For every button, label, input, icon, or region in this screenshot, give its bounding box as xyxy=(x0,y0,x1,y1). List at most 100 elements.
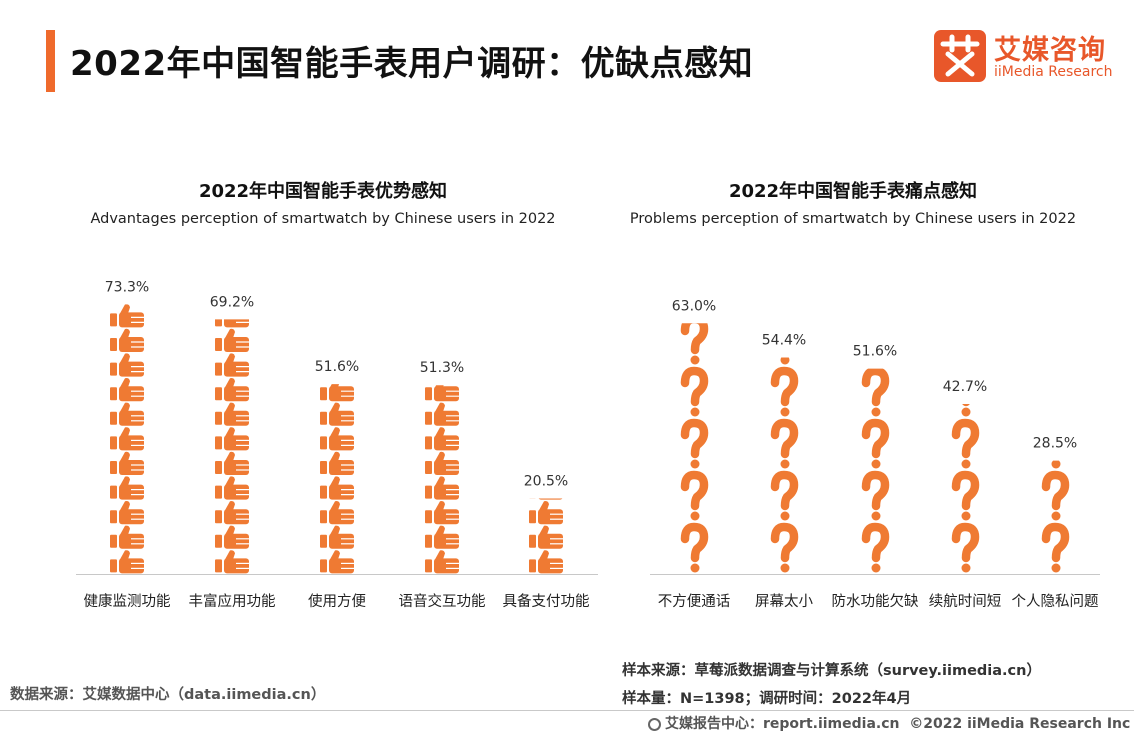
globe-icon xyxy=(648,718,661,731)
thumbs-up-icon xyxy=(320,501,354,525)
thumbs-up-icon xyxy=(215,525,249,549)
question-mark-icon xyxy=(1041,470,1070,521)
thumbs-up-icon xyxy=(425,427,459,451)
right-chart-subtitle: Problems perception of smartwatch by Chi… xyxy=(629,211,1077,227)
report-center-link[interactable]: 艾媒报告中心：report.iimedia.cn xyxy=(665,716,900,732)
thumbs-up-icon xyxy=(529,550,563,574)
thumbs-up-icon xyxy=(110,550,144,574)
question-mark-icon xyxy=(861,368,890,417)
thumbs-up-icon xyxy=(215,476,249,500)
data-label: 42.7% xyxy=(943,379,987,395)
left-chart-subtitle: Advantages perception of smartwatch by C… xyxy=(90,211,556,227)
category-label: 丰富应用功能 xyxy=(189,592,276,610)
question-mark-icon xyxy=(770,522,799,573)
thumbs-up-icon xyxy=(110,501,144,525)
bar-使用方便 xyxy=(320,384,354,574)
data-label: 28.5% xyxy=(1033,436,1077,452)
question-mark-icon xyxy=(1046,371,1065,417)
category-label: 不方便通话 xyxy=(658,593,731,610)
thumbs-up-icon xyxy=(320,402,354,426)
category-label: 使用方便 xyxy=(308,593,366,610)
thumbs-up-icon xyxy=(215,550,249,574)
question-mark-icon xyxy=(961,404,971,417)
thumbs-up-icon xyxy=(529,501,563,525)
left-chart-title: 2022年中国智能手表优势感知 xyxy=(198,181,448,202)
thumbs-up-icon xyxy=(110,328,144,352)
logo-chinese-name: 艾媒咨询 xyxy=(994,35,1106,66)
thumbs-up-icon xyxy=(215,501,249,525)
category-label: 语音交互功能 xyxy=(399,592,486,610)
bar-不方便通话 xyxy=(680,323,709,573)
thumbs-up-icon xyxy=(425,385,459,402)
question-mark-icon xyxy=(951,522,980,573)
question-mark-icon xyxy=(951,418,980,469)
question-mark-icon xyxy=(861,470,890,521)
thumbs-up-icon xyxy=(110,451,144,475)
sample-source: 样本来源：草莓派数据调查与计算系统（survey.iimedia.cn） xyxy=(622,663,1041,679)
data-label: 69.2% xyxy=(210,294,254,310)
question-mark-icon xyxy=(680,366,709,417)
page-title: 2022年中国智能手表用户调研：优缺点感知 xyxy=(70,44,754,84)
bar-健康监测功能 xyxy=(110,304,144,574)
logo-english-name: iiMedia Research xyxy=(994,64,1113,80)
question-mark-icon xyxy=(770,366,799,417)
thumbs-up-icon xyxy=(425,451,459,475)
thumbs-up-icon xyxy=(320,476,354,500)
question-mark-icon xyxy=(780,357,790,365)
thumbs-up-icon xyxy=(110,304,144,328)
thumbs-up-icon xyxy=(215,451,249,475)
question-mark-icon xyxy=(956,319,975,365)
thumbs-up-icon xyxy=(110,402,144,426)
question-mark-icon xyxy=(770,470,799,521)
question-mark-icon xyxy=(770,418,799,469)
bar-具备支付功能 xyxy=(529,498,563,574)
thumbs-up-icon xyxy=(320,525,354,549)
thumbs-up-icon xyxy=(320,384,354,402)
data-label: 63.0% xyxy=(672,298,716,314)
right-chart-title: 2022年中国智能手表痛点感知 xyxy=(728,181,978,202)
sample-size: 样本量：N=1398；调研时间：2022年4月 xyxy=(622,691,912,707)
ai-logo-icon xyxy=(934,30,986,82)
thumbs-up-icon xyxy=(110,476,144,500)
question-mark-icon xyxy=(1041,522,1070,573)
data-label: 54.4% xyxy=(762,332,806,348)
category-label: 屏幕太小 xyxy=(755,593,813,610)
data-label: 73.3% xyxy=(105,279,149,295)
data-label: 51.6% xyxy=(853,344,897,360)
chart-1: 73.3% 健康监测功能 69.2% 丰富应用功能 51.6% 使用方便 51.3% 语音交互… xyxy=(76,279,598,610)
thumbs-up-icon xyxy=(320,427,354,451)
thumbs-up-icon xyxy=(425,501,459,525)
data-source: 数据来源：艾媒数据中心（data.iimedia.cn） xyxy=(10,687,326,703)
category-label: 具备支付功能 xyxy=(503,593,590,610)
question-mark-icon xyxy=(775,267,794,313)
question-mark-icon xyxy=(680,470,709,521)
thumbs-up-icon xyxy=(529,525,563,549)
bar-个人隐私问题 xyxy=(1041,371,1070,573)
thumbs-up-icon xyxy=(215,319,249,328)
thumbs-up-icon xyxy=(110,427,144,451)
thumbs-up-icon xyxy=(215,427,249,451)
bar-丰富应用功能 xyxy=(215,319,249,574)
copyright: ©2022 iiMedia Research Inc xyxy=(909,716,1131,732)
category-label: 续航时间短 xyxy=(929,593,1002,610)
thumbs-up-icon xyxy=(425,550,459,574)
thumbs-up-icon xyxy=(110,378,144,402)
thumbs-up-icon xyxy=(215,378,249,402)
data-label: 51.6% xyxy=(315,359,359,375)
thumbs-up-icon xyxy=(425,525,459,549)
question-mark-icon xyxy=(680,418,709,469)
thumbs-up-icon xyxy=(320,451,354,475)
category-label: 健康监测功能 xyxy=(84,593,171,610)
thumbs-up-icon xyxy=(320,550,354,574)
question-mark-icon xyxy=(1051,460,1061,469)
data-label: 20.5% xyxy=(524,474,568,490)
question-mark-icon xyxy=(680,522,709,573)
thumbs-up-icon xyxy=(529,498,563,500)
footer-divider xyxy=(0,710,1134,711)
thumbs-up-icon xyxy=(110,525,144,549)
question-mark-icon xyxy=(861,418,890,469)
data-label: 51.3% xyxy=(420,360,464,376)
question-mark-icon xyxy=(861,522,890,573)
thumbs-up-icon xyxy=(110,353,144,377)
